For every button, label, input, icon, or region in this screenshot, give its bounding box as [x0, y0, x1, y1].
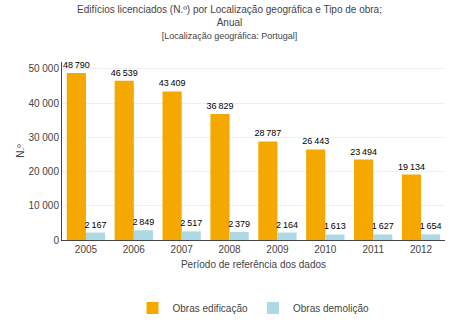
svg-text:2010: 2010 — [314, 244, 337, 255]
svg-text:Obras demolição: Obras demolição — [293, 303, 369, 314]
svg-text:19 134: 19 134 — [398, 162, 425, 172]
svg-text:2 517: 2 517 — [180, 218, 202, 228]
svg-text:28 787: 28 787 — [254, 128, 281, 138]
svg-text:30 000: 30 000 — [28, 132, 59, 143]
svg-text:2 167: 2 167 — [85, 220, 107, 230]
svg-text:2007: 2007 — [171, 244, 194, 255]
svg-text:26 443: 26 443 — [302, 136, 329, 146]
svg-text:Obras edificação: Obras edificação — [173, 303, 248, 314]
svg-text:43 409: 43 409 — [159, 78, 186, 88]
svg-text:2 849: 2 849 — [132, 217, 154, 227]
svg-text:23 494: 23 494 — [350, 147, 377, 157]
svg-text:2008: 2008 — [218, 244, 241, 255]
svg-text:2005: 2005 — [75, 244, 98, 255]
svg-text:Período de referência dos dado: Período de referência dos dados — [181, 259, 326, 270]
svg-text:1 627: 1 627 — [372, 221, 394, 231]
svg-text:1 654: 1 654 — [420, 221, 442, 231]
svg-text:2012: 2012 — [410, 244, 433, 255]
svg-text:48 790: 48 790 — [63, 60, 90, 70]
svg-text:0: 0 — [53, 235, 59, 246]
svg-text:2 379: 2 379 — [228, 219, 250, 229]
svg-text:50 000: 50 000 — [28, 63, 59, 74]
svg-text:40 000: 40 000 — [28, 98, 59, 109]
svg-text:46 539: 46 539 — [111, 68, 138, 78]
svg-text:36 829: 36 829 — [207, 101, 234, 111]
svg-text:2006: 2006 — [123, 244, 146, 255]
svg-text:N.º: N.º — [15, 144, 26, 158]
svg-text:2 164: 2 164 — [276, 220, 298, 230]
svg-text:1 613: 1 613 — [324, 221, 346, 231]
svg-text:Edifícios licenciados (N.º) po: Edifícios licenciados (N.º) por Localiza… — [77, 4, 382, 41]
svg-text:10 000: 10 000 — [28, 200, 59, 211]
svg-text:20 000: 20 000 — [28, 166, 59, 177]
svg-text:2011: 2011 — [362, 244, 384, 255]
svg-text:2009: 2009 — [266, 244, 289, 255]
